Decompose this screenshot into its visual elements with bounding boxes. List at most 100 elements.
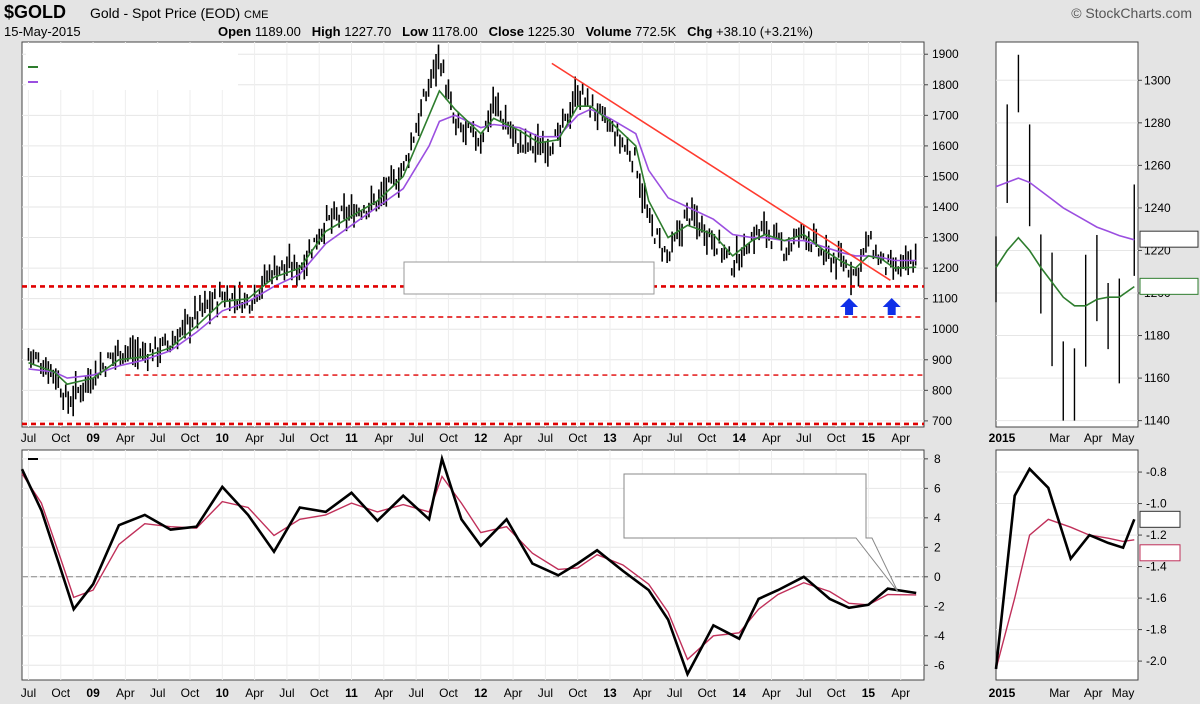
daily-pmo-y-tick-label: -2.0 [1146,654,1167,668]
x-tick-label: Jul [279,431,294,445]
price-y-tick-label: 800 [932,383,952,397]
close-label: Close [488,24,524,39]
open-value: 1189.00 [254,24,301,39]
price-y-tick-label: 1600 [932,139,959,153]
x-tick-label: Apr [891,431,910,445]
watermark[interactable]: © StockCharts.com [1071,5,1192,21]
mini-x-tick-label: May [1112,686,1135,700]
daily-price-y-tick-label: 1280 [1144,116,1171,130]
daily-pmo-y-tick-label: -1.2 [1146,528,1167,542]
x-tick-label: 12 [474,686,488,700]
x-tick-label: Oct [181,431,200,445]
x-tick-label: Jul [408,686,423,700]
price-y-tick-label: 1500 [932,169,959,183]
chg-value: +38.10 (+3.21%) [716,24,813,39]
price-y-tick-label: 1900 [932,47,959,61]
x-tick-label: Apr [633,431,652,445]
low-label: Low [402,24,429,39]
arrow-up-icon [882,298,901,315]
ema17-line [28,89,917,386]
open-label: Open [218,24,252,39]
x-tick-label: 13 [603,686,617,700]
pmo-y-tick-label: -4 [934,629,945,643]
pmo-y-tick-label: -2 [934,599,945,613]
x-tick-label: Jul [21,431,36,445]
x-tick-label: 14 [733,686,747,700]
pmo-y-tick-label: 8 [934,452,941,466]
ema43-line [28,108,917,379]
x-tick-label: Oct [568,686,587,700]
x-tick-label: Apr [633,686,652,700]
x-tick-label: 15 [862,686,876,700]
price-y-tick-label: 700 [932,414,952,428]
x-tick-label: Oct [698,686,717,700]
x-tick-label: Oct [698,431,717,445]
pmo-value-tag [1139,510,1181,528]
price-bars [27,44,917,417]
mini-x-tick-label: 2015 [989,686,1016,700]
daily-price-y-tick-label: 1260 [1144,158,1171,172]
x-tick-label: 11 [345,686,358,700]
x-tick-label: 11 [345,431,358,445]
high-value: 1227.70 [344,24,392,39]
daily-pmo-y-tick-label: -1.0 [1146,497,1167,511]
price-y-tick-label: 1800 [932,78,959,92]
x-tick-label: Jul [150,686,165,700]
pmo-y-tick-label: 6 [934,481,941,495]
x-tick-label: 10 [216,431,230,445]
x-tick-label: Oct [439,686,458,700]
x-tick-label: Apr [374,686,393,700]
volume-value: 772.5K [635,24,677,39]
x-tick-label: Jul [796,431,811,445]
x-tick-label: Jul [667,431,682,445]
daily-price-y-tick-label: 1300 [1144,73,1171,87]
x-tick-label: Jul [408,431,423,445]
x-tick-label: Jul [667,686,682,700]
pmo-signal-line [21,473,917,661]
price-y-tick-label: 1000 [932,322,959,336]
price-y-tick-label: 1100 [932,292,958,306]
price-y-tick-label: 1400 [932,200,959,214]
x-tick-label: 09 [86,686,100,700]
x-tick-label: Apr [245,686,264,700]
mini-x-tick-label: Mar [1049,686,1070,700]
x-tick-label: Oct [51,431,70,445]
mini-x-tick-label: May [1112,431,1135,445]
exchange-label: CME [244,9,269,21]
x-tick-label: 14 [733,431,747,445]
x-tick-label: Oct [827,431,846,445]
x-tick-label: 15 [862,431,876,445]
x-tick-label: 10 [216,686,230,700]
x-tick-label: Apr [245,431,264,445]
x-tick-label: Jul [150,431,165,445]
pmo-callout-box [623,473,899,593]
low-value: 1178.00 [431,24,478,39]
daily-pmo-line [994,466,1136,670]
x-tick-label: Jul [21,686,36,700]
pmo-y-tick-label: 2 [934,540,941,554]
chart-header: $GOLD Gold - Spot Price (EOD) CME © Stoc… [0,0,1200,40]
close-price-tag [1139,230,1199,248]
symbol-title: $GOLD [4,2,67,22]
x-tick-label: Apr [374,431,393,445]
description-text: Gold - Spot Price (EOD) [90,5,241,21]
x-tick-label: Jul [538,686,553,700]
x-tick-label: Oct [51,686,70,700]
mini-x-tick-label: Apr [1084,686,1103,700]
daily-price-y-tick-label: 1160 [1144,371,1170,385]
volume-label: Volume [585,24,632,39]
x-tick-label: Apr [891,686,910,700]
price-y-tick-label: 900 [932,353,952,367]
pmo-y-tick-label: 4 [934,511,941,525]
daily-ema17-line [995,236,1135,307]
x-tick-label: Apr [762,686,781,700]
x-tick-label: Jul [796,686,811,700]
double-bottom-box [403,261,655,295]
daily-pmo-y-tick-label: -0.8 [1146,465,1167,479]
chg-label: Chg [687,24,713,39]
x-tick-label: Oct [568,431,587,445]
ema17-price-tag [1139,277,1199,295]
x-tick-label: Apr [504,431,523,445]
close-value: 1225.30 [527,24,575,39]
